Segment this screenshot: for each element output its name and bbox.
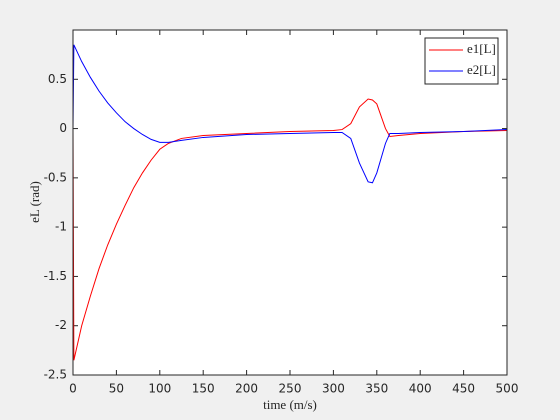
x-tick-label: 450 bbox=[452, 382, 475, 396]
y-tick-label: 0 bbox=[59, 121, 67, 135]
x-tick-label: 250 bbox=[279, 382, 302, 396]
x-tick-label: 0 bbox=[69, 382, 77, 396]
x-tick-label: 100 bbox=[148, 382, 171, 396]
x-label: time (m/s) bbox=[263, 397, 317, 412]
x-tick-label: 200 bbox=[235, 382, 258, 396]
x-tick-label: 50 bbox=[109, 382, 124, 396]
x-tick-label: 400 bbox=[409, 382, 432, 396]
x-tick-label: 350 bbox=[365, 382, 388, 396]
x-tick-label: 500 bbox=[496, 382, 519, 396]
line-series bbox=[72, 44, 508, 184]
plot-area bbox=[73, 30, 507, 375]
y-tick-label: -1 bbox=[55, 220, 67, 234]
legend-box bbox=[424, 37, 499, 85]
y-tick-label: -2 bbox=[55, 318, 67, 332]
y-tick-label: 0.5 bbox=[48, 72, 67, 86]
x-tick-label: 150 bbox=[192, 382, 215, 396]
y-label: eL (rad) bbox=[27, 181, 42, 223]
y-tick-label: -0.5 bbox=[44, 170, 67, 184]
axes-box bbox=[72, 29, 508, 376]
legend-label: e2[L] bbox=[467, 62, 496, 77]
legend-label: e1[L] bbox=[467, 41, 496, 56]
x-tick-label: 300 bbox=[322, 382, 345, 396]
line-series bbox=[72, 98, 508, 361]
y-tick-label: -2.5 bbox=[44, 368, 67, 382]
y-tick-label: -1.5 bbox=[44, 269, 67, 283]
